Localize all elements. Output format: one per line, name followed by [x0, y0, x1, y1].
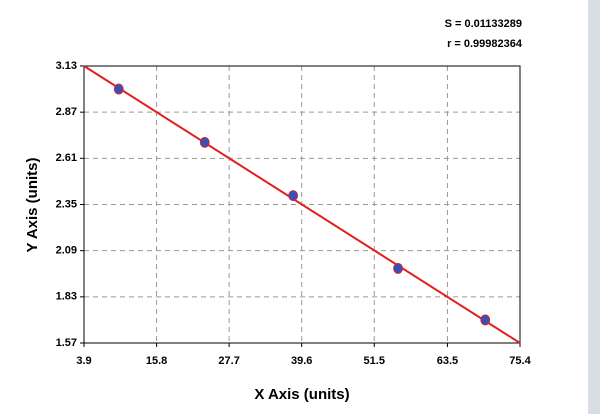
x-tick-label: 27.7 — [218, 355, 239, 367]
fit-line — [83, 65, 521, 344]
x-tick-label: 15.8 — [146, 355, 167, 367]
x-tick-label: 3.9 — [76, 355, 91, 367]
point — [393, 263, 403, 274]
point — [199, 136, 210, 148]
x-tick-label: 63.5 — [437, 355, 458, 367]
annotation: r = 0.99982364 — [447, 38, 523, 50]
y-axis-label: Y Axis (units) — [24, 157, 41, 252]
y-tick-label: 1.83 — [56, 291, 77, 303]
x-tick-label: 51.5 — [364, 355, 385, 367]
y-tick-label: 3.13 — [56, 60, 77, 72]
point — [480, 314, 491, 326]
point — [113, 83, 124, 95]
y-tick-label: 2.87 — [56, 106, 77, 118]
x-axis-label: X Axis (units) — [254, 386, 349, 403]
x-tick-label: 75.4 — [509, 355, 531, 367]
y-tick-label: 1.57 — [56, 337, 77, 349]
side-panel — [588, 0, 600, 414]
y-tick-label: 2.61 — [56, 152, 77, 164]
x-tick-label: 39.6 — [291, 355, 312, 367]
point — [288, 190, 299, 202]
plot-frame — [83, 65, 521, 344]
y-tick-label: 2.09 — [56, 245, 77, 257]
y-tick-label: 2.35 — [56, 198, 77, 210]
annotation: S = 0.01133289 — [445, 18, 522, 30]
